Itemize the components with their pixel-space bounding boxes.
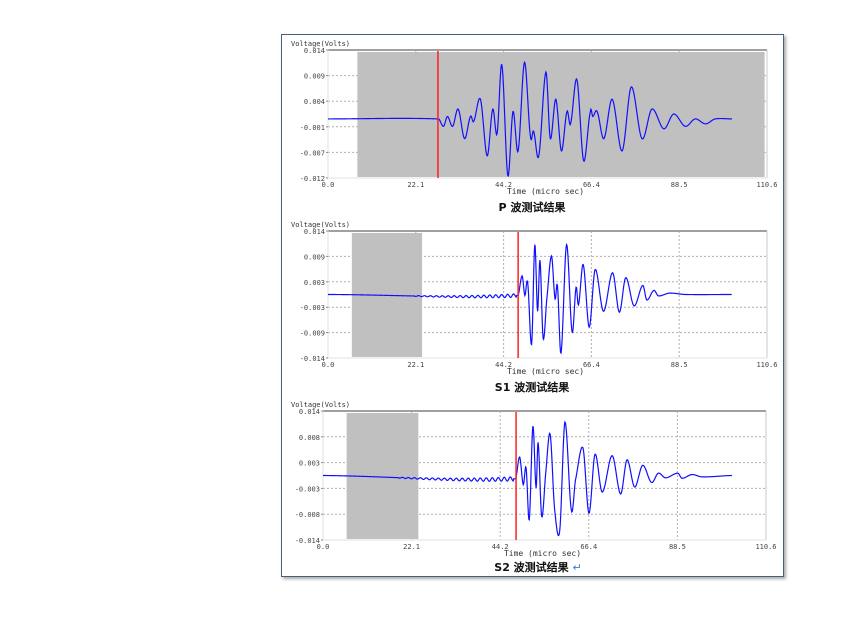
y-tick-label: -0.003 (300, 304, 325, 312)
x-tick-label: 0.0 (317, 543, 330, 551)
caption-text: S1 波测试结果 (494, 381, 570, 394)
x-tick-label: 88.5 (669, 543, 686, 551)
x-tick-label: 88.5 (671, 181, 688, 189)
x-tick-label: 44.2 (495, 361, 512, 369)
x-tick-label: 110.6 (755, 543, 776, 551)
x-axis-label: Time (micro sec) (504, 549, 581, 558)
x-tick-label: 22.1 (403, 543, 420, 551)
y-tick-label: 0.003 (299, 460, 320, 468)
x-axis-label: Time (micro sec) (507, 187, 584, 196)
y-tick-label: -0.009 (300, 330, 325, 338)
caption-text: P 波测试结果 (498, 201, 566, 214)
x-tick-label: 0.0 (322, 361, 335, 369)
x-tick-label: 22.1 (407, 361, 424, 369)
chart-caption-p: P 波测试结果 (499, 199, 566, 215)
waveform-line (323, 420, 732, 537)
y-tick-label: -0.007 (300, 149, 325, 157)
waveform-line (328, 60, 733, 177)
chart-caption-s1: S1 波测试结果 (495, 379, 569, 395)
y-tick-label: 0.003 (304, 279, 325, 287)
y-tick-label: 0.009 (304, 253, 325, 261)
chart-caption-s2: S2 波测试结果 ↵ (494, 559, 581, 575)
x-tick-label: 66.4 (580, 543, 597, 551)
x-tick-label: 110.6 (756, 361, 777, 369)
caption-text: S2 波测试结果 (494, 561, 569, 574)
x-tick-label: 66.4 (583, 181, 600, 189)
y-tick-label: 0.004 (304, 98, 325, 106)
x-axis-label: Time (micro sec) (507, 367, 584, 376)
x-tick-label: 44.2 (492, 543, 509, 551)
x-tick-label: 44.2 (495, 181, 512, 189)
y-tick-label: 0.014 (304, 228, 325, 236)
y-tick-label: 0.008 (299, 434, 320, 442)
x-tick-label: 66.4 (583, 361, 600, 369)
x-tick-label: 110.6 (756, 181, 777, 189)
y-tick-label: -0.014 (300, 355, 325, 363)
waveform-line (328, 242, 732, 355)
x-tick-label: 88.5 (671, 361, 688, 369)
y-tick-label: -0.014 (295, 537, 320, 545)
y-tick-label: 0.014 (299, 408, 320, 416)
paragraph-return-icon: ↵ (572, 561, 582, 574)
y-tick-label: -0.001 (300, 124, 325, 132)
gate-region (357, 52, 765, 177)
y-tick-label: 0.009 (304, 73, 325, 81)
y-tick-label: -0.003 (295, 485, 320, 493)
y-axis-label: Voltage(Volts) (291, 40, 350, 48)
x-tick-label: 22.1 (407, 181, 424, 189)
x-tick-label: 0.0 (322, 181, 335, 189)
y-tick-label: -0.012 (300, 175, 325, 183)
y-axis-label: Voltage(Volts) (291, 221, 350, 229)
y-tick-label: 0.014 (304, 47, 325, 55)
y-tick-label: -0.008 (295, 511, 320, 519)
y-axis-label: Voltage(Volts) (291, 401, 350, 409)
